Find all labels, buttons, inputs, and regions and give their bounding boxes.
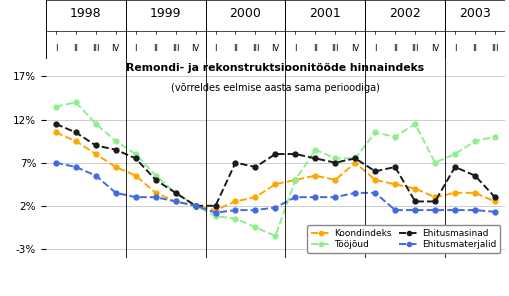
Text: 2001: 2001 (309, 7, 341, 20)
Text: (võrreldes eelmise aasta sama perioodiga): (võrreldes eelmise aasta sama perioodiga… (171, 83, 379, 93)
Text: 2002: 2002 (388, 7, 420, 20)
Text: II: II (73, 44, 78, 53)
Text: IV: IV (350, 44, 359, 53)
Text: II: II (233, 44, 238, 53)
Text: I: I (373, 44, 376, 53)
Text: I: I (54, 44, 57, 53)
Text: II: II (153, 44, 158, 53)
Text: IV: IV (191, 44, 200, 53)
Text: IV: IV (430, 44, 438, 53)
Text: III: III (172, 44, 179, 53)
Text: I: I (453, 44, 456, 53)
Text: II: II (312, 44, 317, 53)
Legend: Koondindeks, Tööjõud, Ehitusmasinad, Ehitusmaterjalid: Koondindeks, Tööjõud, Ehitusmasinad, Ehi… (306, 225, 499, 253)
Text: 1999: 1999 (150, 7, 181, 20)
Text: I: I (134, 44, 137, 53)
Text: III: III (92, 44, 99, 53)
Text: II: II (471, 44, 476, 53)
Text: I: I (214, 44, 216, 53)
Text: III: III (490, 44, 498, 53)
Text: 2000: 2000 (229, 7, 261, 20)
Text: III: III (251, 44, 259, 53)
Text: II: II (392, 44, 397, 53)
Text: III: III (411, 44, 418, 53)
Text: Remondi- ja rekonstruktsioonitööde hinnaindeks: Remondi- ja rekonstruktsioonitööde hinna… (126, 63, 423, 73)
Text: 2003: 2003 (458, 7, 490, 20)
Text: III: III (331, 44, 338, 53)
Text: I: I (294, 44, 296, 53)
Text: IV: IV (271, 44, 279, 53)
Text: 1998: 1998 (70, 7, 101, 20)
Text: IV: IV (111, 44, 120, 53)
